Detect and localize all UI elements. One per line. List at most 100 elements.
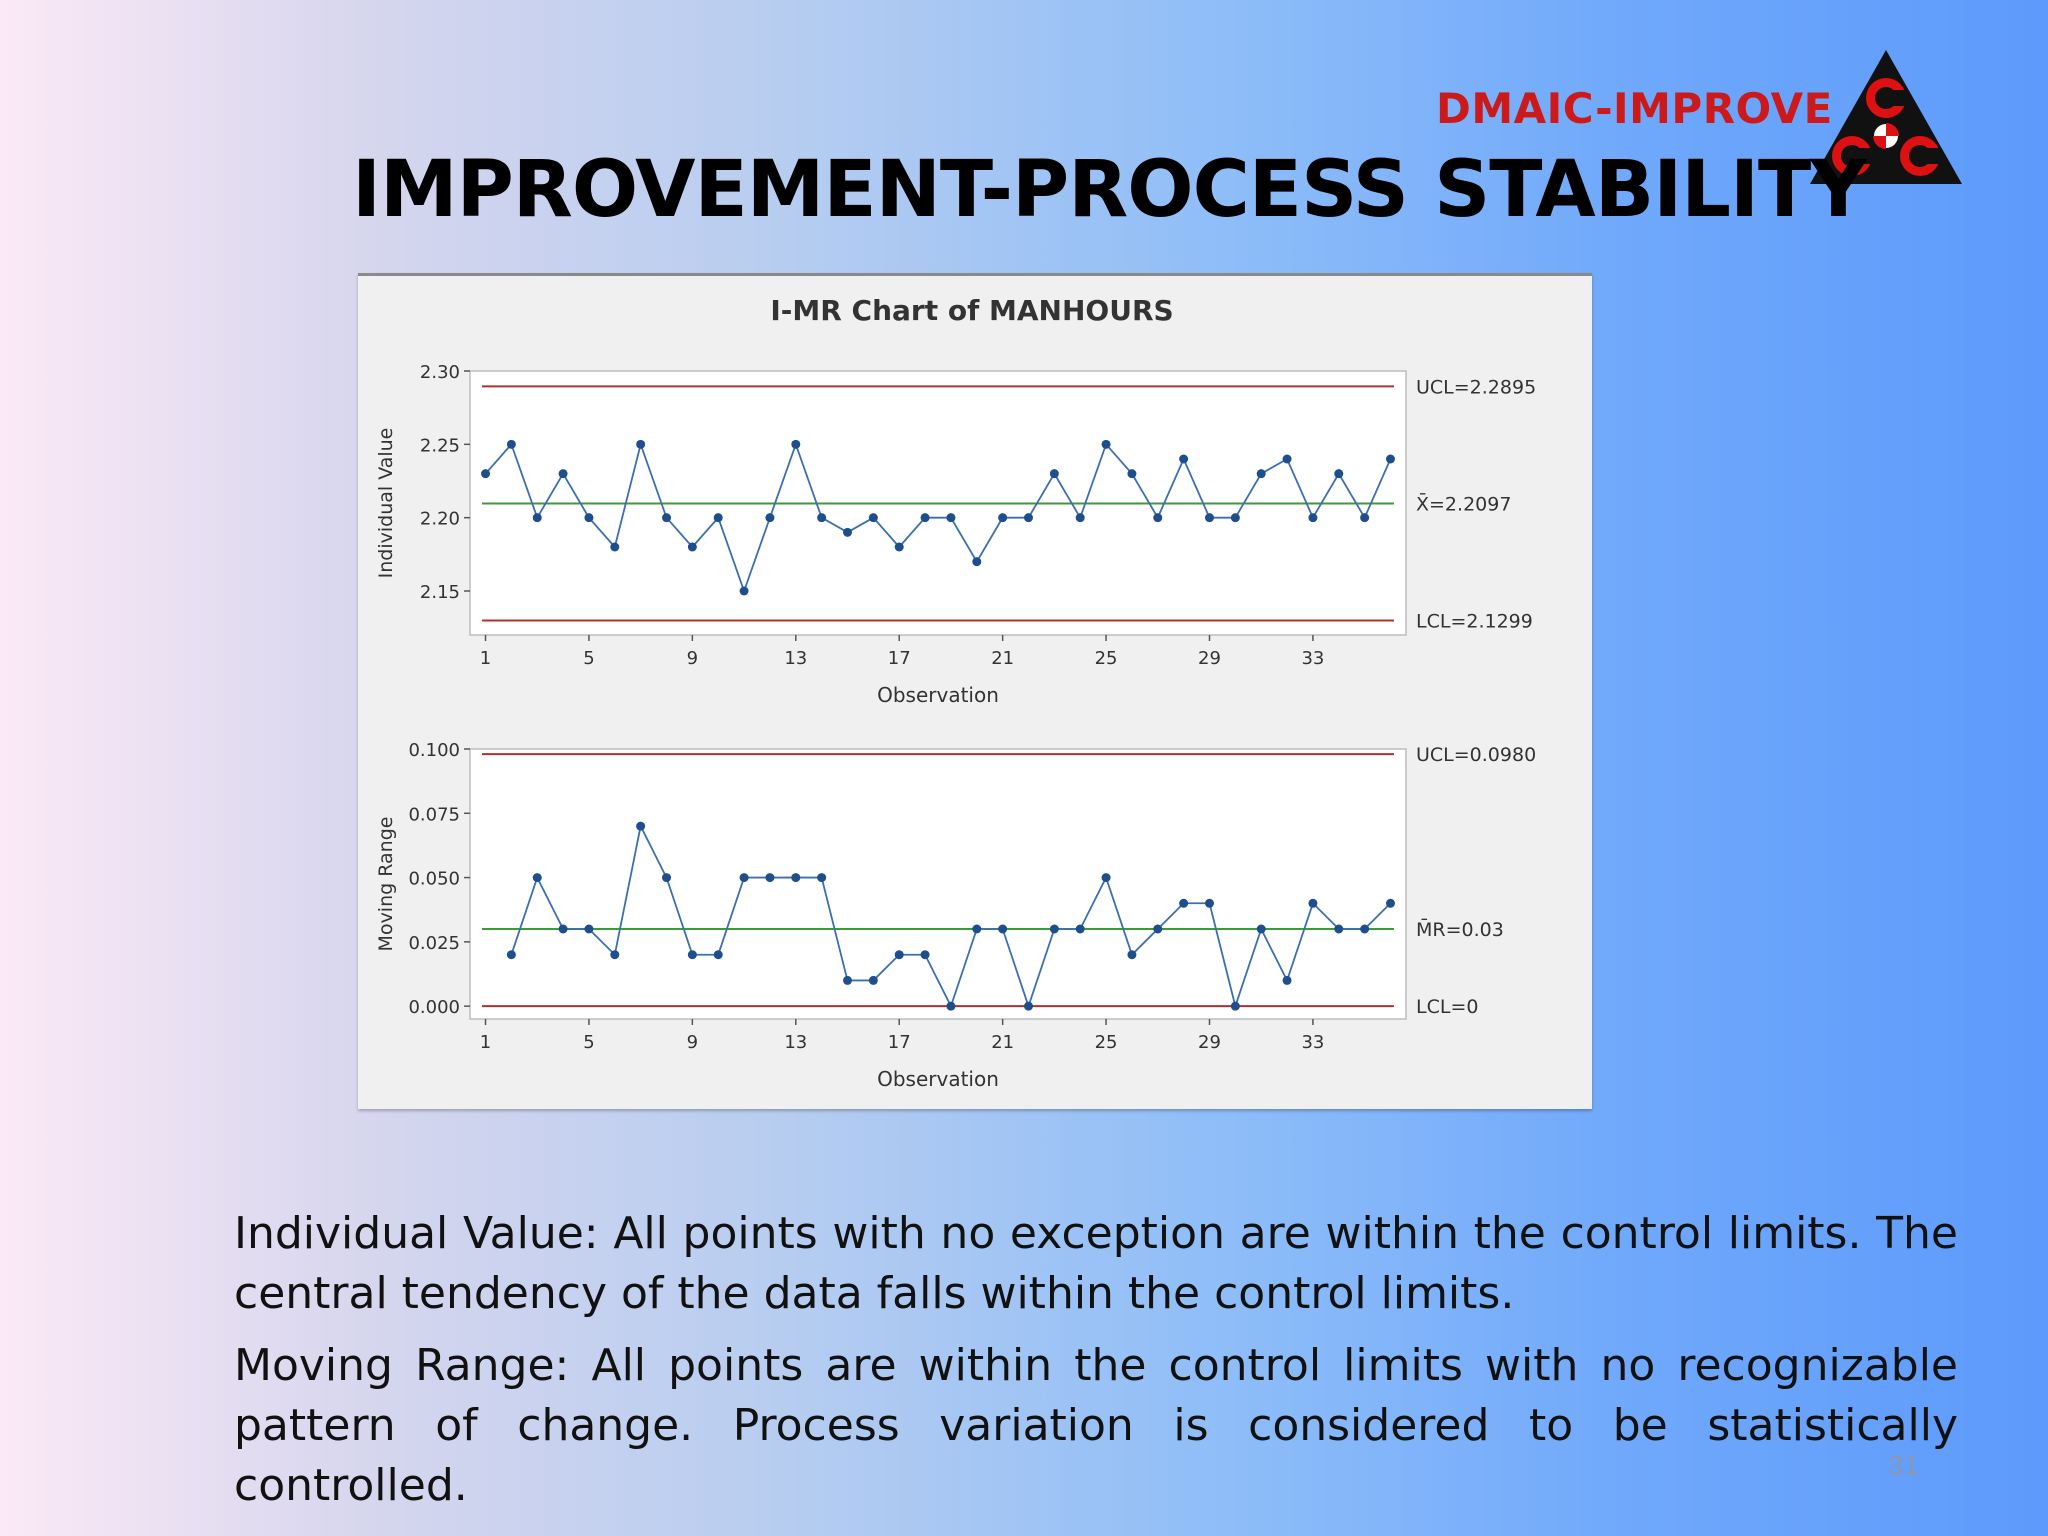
data-point	[636, 821, 646, 831]
x-tick-label: 21	[991, 648, 1014, 669]
data-point	[713, 513, 723, 523]
data-point	[532, 873, 542, 883]
ucl-label: UCL=2.2895	[1416, 376, 1536, 398]
center-label: M̄R=0.03	[1416, 917, 1504, 941]
lcl-label: LCL=0	[1416, 996, 1478, 1018]
x-tick-label: 25	[1095, 1032, 1118, 1053]
data-point	[894, 950, 904, 960]
data-point	[1179, 454, 1189, 464]
data-point	[481, 469, 491, 479]
data-point	[843, 975, 853, 985]
data-point	[1334, 469, 1344, 479]
plot-area	[469, 748, 1407, 1020]
y-tick-label: 0.025	[408, 933, 460, 954]
data-point	[972, 557, 982, 567]
data-point	[687, 542, 697, 552]
data-point	[739, 873, 749, 883]
data-point	[868, 975, 878, 985]
slide-title: IMPROVEMENT-PROCESS STABILITY	[352, 145, 1867, 235]
data-point	[1023, 1001, 1033, 1011]
data-point	[1049, 469, 1059, 479]
data-point	[817, 513, 827, 523]
data-point	[1127, 469, 1137, 479]
data-point	[610, 542, 620, 552]
data-point	[765, 873, 775, 883]
moving-range-plot: UCL=0.0980 M̄R=0.03 LCL=0 0.000 0.025 0.050 0.…	[375, 740, 1536, 1091]
individual-value-plot: UCL=2.2895 X̄=2.2097 LCL=2.1299 2.15 2.20 2.2…	[375, 362, 1536, 707]
data-point	[946, 1001, 956, 1011]
y-tick-label: 0.050	[408, 869, 460, 890]
page-number: 31	[1888, 1450, 1920, 1481]
x-tick-label: 13	[784, 1032, 807, 1053]
lcl-label: LCL=2.1299	[1416, 610, 1533, 632]
ucl-label: UCL=0.0980	[1416, 744, 1536, 766]
data-point	[1049, 924, 1059, 934]
data-point	[1385, 454, 1395, 464]
data-point	[532, 513, 542, 523]
data-point	[998, 924, 1008, 934]
data-point	[843, 527, 853, 537]
x-axis-label: Observation	[877, 1067, 999, 1091]
data-point	[946, 513, 956, 523]
data-point	[662, 513, 672, 523]
data-point	[1230, 513, 1240, 523]
data-point	[1360, 513, 1370, 523]
x-tick-label: 5	[583, 1032, 594, 1053]
data-point	[1204, 513, 1214, 523]
data-point	[1385, 898, 1395, 908]
data-point	[1075, 513, 1085, 523]
data-point	[920, 513, 930, 523]
data-point	[1230, 1001, 1240, 1011]
x-tick-label: 33	[1301, 1032, 1324, 1053]
x-tick-label: 21	[991, 1032, 1014, 1053]
data-point	[1204, 898, 1214, 908]
data-point	[998, 513, 1008, 523]
x-tick-label: 5	[583, 648, 594, 669]
x-tick-label: 17	[888, 648, 911, 669]
paragraph-individual-value: Individual Value: All points with no exc…	[234, 1208, 1958, 1319]
data-point	[739, 586, 749, 596]
data-point	[868, 513, 878, 523]
imr-chart: I-MR Chart of MANHOURS UCL=2.2895 X̄=2.20…	[375, 294, 1536, 1091]
data-point	[558, 469, 568, 479]
slide-body: Individual Value: All points with no exc…	[234, 1204, 1958, 1528]
data-point	[1127, 950, 1137, 960]
data-point	[791, 873, 801, 883]
data-point	[1360, 924, 1370, 934]
ccc-logo-icon	[1810, 50, 1962, 184]
data-point	[610, 950, 620, 960]
data-point	[765, 513, 775, 523]
x-tick-label: 29	[1198, 1032, 1221, 1053]
y-tick-label: 2.25	[420, 435, 460, 456]
x-tick-label: 17	[888, 1032, 911, 1053]
data-point	[920, 950, 930, 960]
y-axis-label: Individual Value	[375, 428, 397, 579]
data-point	[1179, 898, 1189, 908]
data-point	[1334, 924, 1344, 934]
y-tick-label: 2.15	[420, 582, 460, 603]
data-point	[1282, 975, 1292, 985]
series-line	[484, 441, 1392, 594]
data-point	[1256, 469, 1266, 479]
imr-chart-panel: I-MR Chart of MANHOURS UCL=2.2895 X̄=2.20…	[358, 273, 1592, 1109]
data-point	[584, 513, 594, 523]
data-point	[1075, 924, 1085, 934]
data-point	[1308, 513, 1318, 523]
data-point	[1308, 898, 1318, 908]
data-point	[1256, 924, 1266, 934]
data-point	[791, 439, 801, 449]
y-tick-label: 0.100	[408, 740, 460, 761]
y-tick-label: 0.000	[408, 997, 460, 1018]
x-tick-label: 29	[1198, 648, 1221, 669]
data-point	[713, 950, 723, 960]
center-label: X̄=2.2097	[1416, 491, 1511, 515]
y-tick-label: 0.075	[408, 804, 460, 825]
data-point	[1153, 924, 1163, 934]
data-point	[662, 873, 672, 883]
data-point	[584, 924, 594, 934]
data-point	[972, 924, 982, 934]
x-tick-label: 25	[1095, 648, 1118, 669]
data-point	[636, 439, 646, 449]
x-tick-label: 9	[687, 1032, 698, 1053]
data-point	[894, 542, 904, 552]
